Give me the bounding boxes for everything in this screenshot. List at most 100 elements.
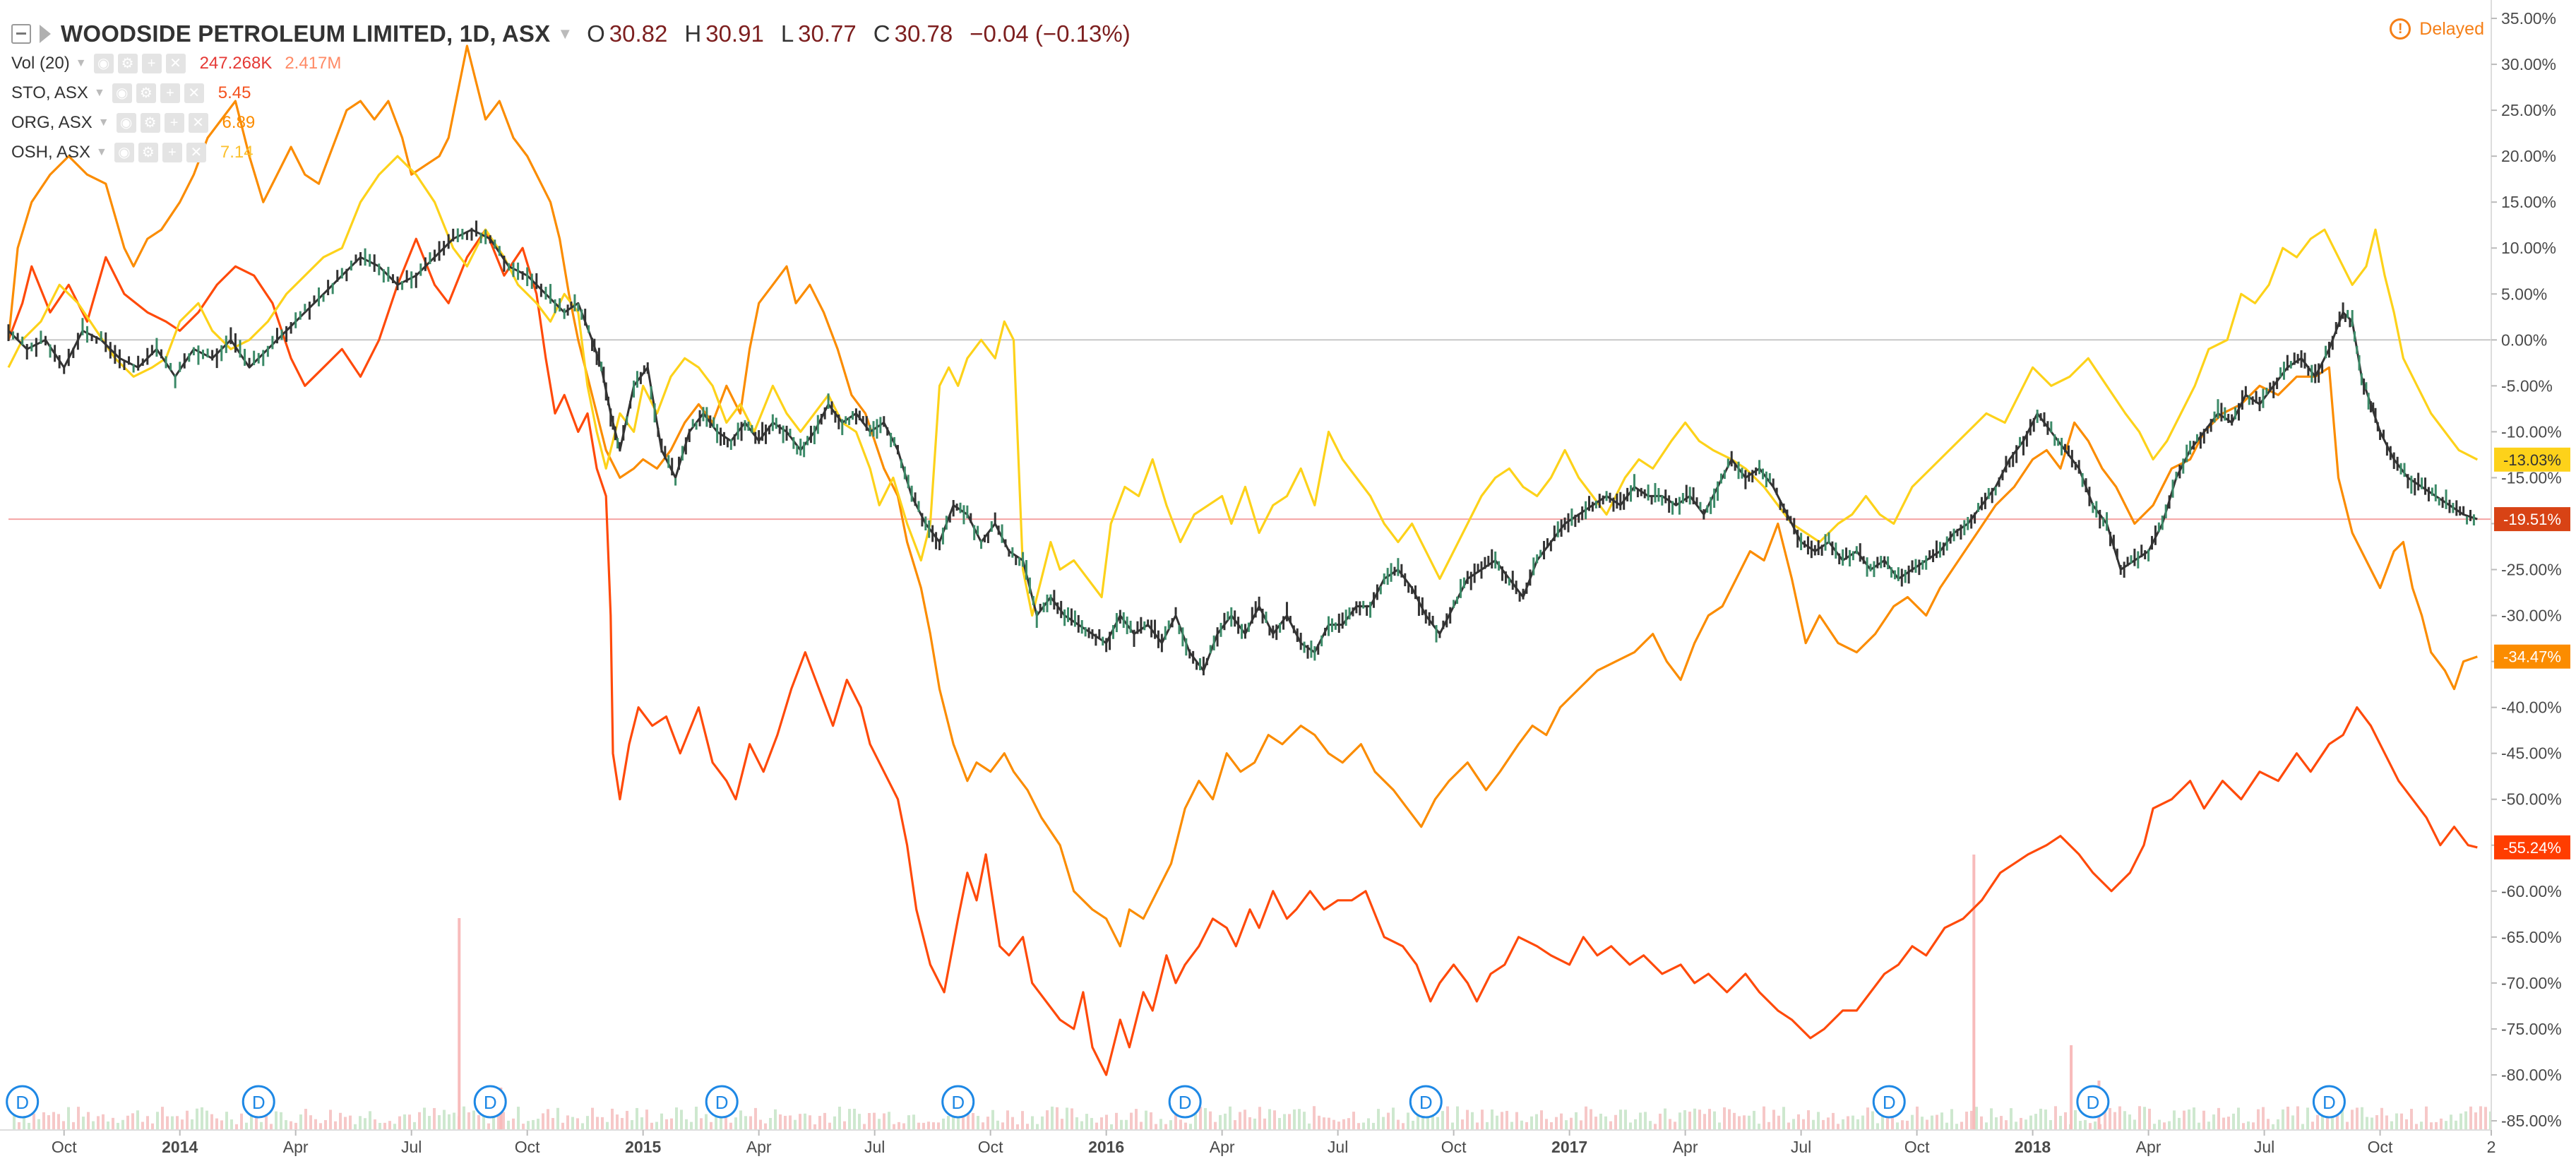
volume-bar (1970, 1110, 1973, 1130)
visibility-icon[interactable]: ◉ (112, 83, 132, 103)
legend-value: 5.45 (217, 83, 251, 102)
add-icon[interactable]: + (164, 113, 184, 133)
dividend-marker[interactable]: D (473, 1085, 507, 1119)
volume-bar (1505, 1110, 1508, 1130)
dividend-marker[interactable]: D (242, 1085, 275, 1119)
volume-bar (1955, 1124, 1958, 1130)
volume-bar (621, 1118, 624, 1130)
volume-bar (1792, 1119, 1795, 1130)
chevron-down-icon[interactable]: ▼ (97, 117, 109, 129)
volume-bar (290, 1121, 292, 1130)
volume-bar (670, 1118, 673, 1130)
volume-bar (285, 1120, 287, 1130)
close-icon[interactable]: ✕ (165, 54, 186, 73)
volume-bar (2143, 1107, 2146, 1130)
legend-row-sto[interactable]: STO, ASX ▼ ◉ ⚙ + ✕ 5.45 (11, 79, 264, 107)
series-line-woodside-petroleum-limited (7, 228, 2478, 672)
volume-bar (1021, 1111, 1024, 1130)
dividend-marker[interactable]: D (1409, 1085, 1443, 1119)
volume-bar (166, 1116, 169, 1130)
visibility-icon[interactable]: ◉ (116, 113, 136, 133)
close-icon[interactable]: ✕ (186, 143, 206, 162)
chevron-down-icon[interactable]: ▼ (93, 87, 105, 99)
volume-bar (1876, 1123, 1879, 1130)
delayed-status[interactable]: ! Delayed (2390, 18, 2484, 40)
volume-bar (576, 1118, 579, 1130)
visibility-icon[interactable]: ◉ (114, 143, 134, 162)
volume-bar (413, 1122, 416, 1130)
dividend-marker[interactable]: D (2076, 1085, 2110, 1119)
volume-bar (1703, 1114, 1706, 1130)
legend-name[interactable]: ORG, ASX (11, 113, 93, 132)
volume-bar (245, 1122, 248, 1130)
volume-bar (522, 1124, 525, 1130)
dividend-marker[interactable]: D (705, 1085, 739, 1119)
volume-bar (2356, 1107, 2359, 1130)
volume-bar (2459, 1113, 2462, 1130)
volume-bar (828, 1122, 831, 1130)
chevron-down-icon[interactable]: ▼ (96, 146, 107, 158)
volume-bar (1906, 1120, 1909, 1130)
legend-row-osh[interactable]: OSH, ASX ▼ ◉ ⚙ + ✕ 7.14 (11, 138, 266, 167)
volume-bar (275, 1111, 278, 1130)
flag-icon[interactable] (40, 25, 51, 43)
volume-bar (472, 1110, 475, 1130)
volume-bar (438, 1115, 441, 1130)
volume-bar (1481, 1110, 1484, 1130)
volume-bar (547, 1109, 549, 1130)
volume-bar (196, 1108, 198, 1130)
volume-bar (2148, 1108, 2151, 1130)
collapse-icon[interactable] (11, 24, 31, 44)
volume-bar (2123, 1111, 2126, 1130)
volume-bar (1753, 1110, 1755, 1130)
x-tick-label: Oct (52, 1138, 77, 1156)
volume-bar (1639, 1112, 1642, 1130)
volume-bar (1041, 1116, 1044, 1130)
dividend-marker[interactable]: D (2312, 1085, 2346, 1119)
legend-row-org[interactable]: ORG, ASX ▼ ◉ ⚙ + ✕ 6.89 (11, 109, 268, 137)
chevron-down-icon[interactable]: ▼ (557, 25, 573, 42)
add-icon[interactable]: + (141, 54, 162, 73)
dividend-marker[interactable]: D (941, 1085, 975, 1119)
legend-name[interactable]: Vol (20) (11, 54, 70, 73)
volume-bar (1308, 1123, 1311, 1130)
symbol-title[interactable]: WOODSIDE PETROLEUM LIMITED, 1D, ASX (61, 20, 551, 47)
gear-icon[interactable]: ⚙ (136, 83, 156, 103)
volume-bar (1061, 1119, 1063, 1130)
gear-icon[interactable]: ⚙ (138, 143, 158, 162)
volume-bar (141, 1122, 144, 1130)
dividend-marker[interactable]: D (1872, 1085, 1906, 1119)
volume-bar (32, 1113, 35, 1130)
close-icon[interactable]: ✕ (184, 83, 204, 103)
volume-bar (1130, 1112, 1133, 1130)
close-icon[interactable]: ✕ (188, 113, 208, 133)
volume-bar (2207, 1122, 2210, 1130)
legend-value: 247.268K (199, 54, 273, 73)
legend-row-volume[interactable]: Vol (20) ▼ ◉ ⚙ + ✕ 247.268K 2.417M (11, 49, 354, 78)
visibility-icon[interactable]: ◉ (93, 54, 114, 73)
volume-bar (1609, 1121, 1612, 1130)
volume-bar (453, 1112, 455, 1130)
add-icon[interactable]: + (162, 143, 182, 162)
volume-bar (1209, 1111, 1212, 1130)
gear-icon[interactable]: ⚙ (140, 113, 160, 133)
volume-bar (87, 1112, 90, 1130)
dividend-marker[interactable]: D (6, 1085, 40, 1119)
volume-bar (280, 1112, 282, 1130)
chevron-down-icon[interactable]: ▼ (75, 57, 87, 69)
gear-icon[interactable]: ⚙ (117, 54, 138, 73)
legend-name[interactable]: STO, ASX (11, 83, 88, 102)
legend-name[interactable]: OSH, ASX (11, 143, 91, 162)
volume-bar (2089, 1123, 2092, 1130)
add-icon[interactable]: + (160, 83, 180, 103)
dividend-marker[interactable]: D (1168, 1085, 1202, 1119)
volume-bar (1980, 1116, 1983, 1130)
volume-bar (571, 1117, 574, 1130)
volume-bar (2010, 1108, 2012, 1130)
volume-bar (1273, 1110, 1276, 1130)
volume-bar (235, 1124, 238, 1130)
volume-bar (1916, 1106, 1919, 1130)
volume-bar (1728, 1109, 1731, 1130)
